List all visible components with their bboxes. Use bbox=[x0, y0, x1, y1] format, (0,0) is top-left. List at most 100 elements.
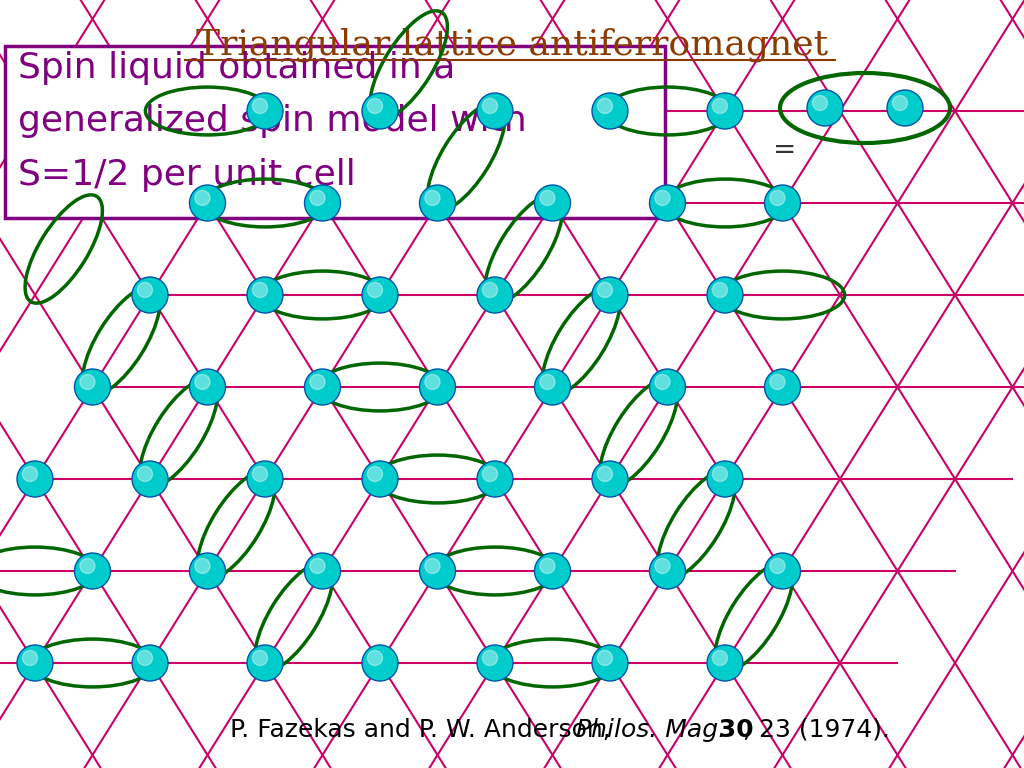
Circle shape bbox=[713, 98, 727, 114]
Circle shape bbox=[362, 277, 398, 313]
Circle shape bbox=[707, 461, 743, 497]
Circle shape bbox=[713, 650, 727, 666]
Circle shape bbox=[592, 277, 628, 313]
Circle shape bbox=[195, 375, 210, 389]
Circle shape bbox=[189, 369, 225, 405]
Circle shape bbox=[310, 558, 325, 574]
Circle shape bbox=[482, 98, 498, 114]
Text: , 23 (1974).: , 23 (1974). bbox=[743, 718, 890, 742]
Circle shape bbox=[75, 553, 111, 589]
Circle shape bbox=[17, 461, 53, 497]
Circle shape bbox=[770, 190, 785, 206]
Circle shape bbox=[540, 375, 555, 389]
Circle shape bbox=[597, 283, 612, 297]
Circle shape bbox=[535, 553, 570, 589]
Circle shape bbox=[765, 553, 801, 589]
Circle shape bbox=[425, 558, 440, 574]
Circle shape bbox=[137, 283, 153, 297]
Circle shape bbox=[137, 466, 153, 482]
Circle shape bbox=[649, 553, 685, 589]
Circle shape bbox=[195, 558, 210, 574]
Circle shape bbox=[425, 375, 440, 389]
Circle shape bbox=[132, 645, 168, 681]
Circle shape bbox=[765, 185, 801, 221]
Circle shape bbox=[655, 558, 670, 574]
Circle shape bbox=[80, 375, 95, 389]
Circle shape bbox=[189, 553, 225, 589]
Circle shape bbox=[247, 277, 283, 313]
Circle shape bbox=[304, 185, 341, 221]
Circle shape bbox=[597, 466, 612, 482]
Text: Philos. Mag.: Philos. Mag. bbox=[575, 718, 726, 742]
Text: Triangular lattice antiferromagnet: Triangular lattice antiferromagnet bbox=[196, 28, 828, 62]
Circle shape bbox=[425, 190, 440, 206]
Circle shape bbox=[597, 650, 612, 666]
Circle shape bbox=[713, 283, 727, 297]
Text: P. Fazekas and P. W. Anderson,: P. Fazekas and P. W. Anderson, bbox=[230, 718, 618, 742]
Circle shape bbox=[765, 369, 801, 405]
Circle shape bbox=[477, 461, 513, 497]
Circle shape bbox=[482, 650, 498, 666]
Circle shape bbox=[420, 369, 456, 405]
Circle shape bbox=[310, 190, 325, 206]
Circle shape bbox=[893, 95, 907, 111]
Circle shape bbox=[195, 190, 210, 206]
Circle shape bbox=[812, 95, 827, 111]
Circle shape bbox=[540, 558, 555, 574]
Circle shape bbox=[252, 98, 267, 114]
Circle shape bbox=[247, 461, 283, 497]
Circle shape bbox=[807, 90, 843, 126]
Circle shape bbox=[23, 466, 38, 482]
Circle shape bbox=[137, 650, 153, 666]
Circle shape bbox=[649, 369, 685, 405]
Circle shape bbox=[362, 93, 398, 129]
Circle shape bbox=[368, 98, 383, 114]
Circle shape bbox=[597, 98, 612, 114]
Circle shape bbox=[420, 553, 456, 589]
Text: S=1/2 per unit cell: S=1/2 per unit cell bbox=[18, 158, 355, 192]
Circle shape bbox=[540, 190, 555, 206]
Circle shape bbox=[252, 283, 267, 297]
Circle shape bbox=[247, 93, 283, 129]
Circle shape bbox=[304, 369, 341, 405]
Circle shape bbox=[80, 558, 95, 574]
Text: 30: 30 bbox=[710, 718, 754, 742]
Circle shape bbox=[592, 93, 628, 129]
Circle shape bbox=[132, 277, 168, 313]
Circle shape bbox=[368, 283, 383, 297]
Circle shape bbox=[362, 645, 398, 681]
Circle shape bbox=[649, 185, 685, 221]
Circle shape bbox=[17, 645, 53, 681]
Circle shape bbox=[368, 650, 383, 666]
Circle shape bbox=[707, 645, 743, 681]
Circle shape bbox=[368, 466, 383, 482]
Circle shape bbox=[655, 375, 670, 389]
Circle shape bbox=[310, 375, 325, 389]
Circle shape bbox=[592, 461, 628, 497]
Circle shape bbox=[707, 277, 743, 313]
Circle shape bbox=[535, 185, 570, 221]
Circle shape bbox=[132, 461, 168, 497]
Circle shape bbox=[477, 93, 513, 129]
Circle shape bbox=[713, 466, 727, 482]
Circle shape bbox=[655, 190, 670, 206]
Circle shape bbox=[362, 461, 398, 497]
Circle shape bbox=[247, 645, 283, 681]
Circle shape bbox=[592, 645, 628, 681]
Text: Spin liquid obtained in a: Spin liquid obtained in a bbox=[18, 51, 456, 85]
Circle shape bbox=[707, 93, 743, 129]
Circle shape bbox=[770, 375, 785, 389]
Circle shape bbox=[252, 650, 267, 666]
Circle shape bbox=[535, 369, 570, 405]
Circle shape bbox=[304, 553, 341, 589]
Circle shape bbox=[477, 645, 513, 681]
Text: generalized spin model with: generalized spin model with bbox=[18, 104, 526, 138]
Circle shape bbox=[770, 558, 785, 574]
Circle shape bbox=[420, 185, 456, 221]
Circle shape bbox=[252, 466, 267, 482]
Text: =: = bbox=[773, 136, 797, 164]
Circle shape bbox=[75, 369, 111, 405]
Circle shape bbox=[482, 466, 498, 482]
Circle shape bbox=[477, 277, 513, 313]
Circle shape bbox=[482, 283, 498, 297]
